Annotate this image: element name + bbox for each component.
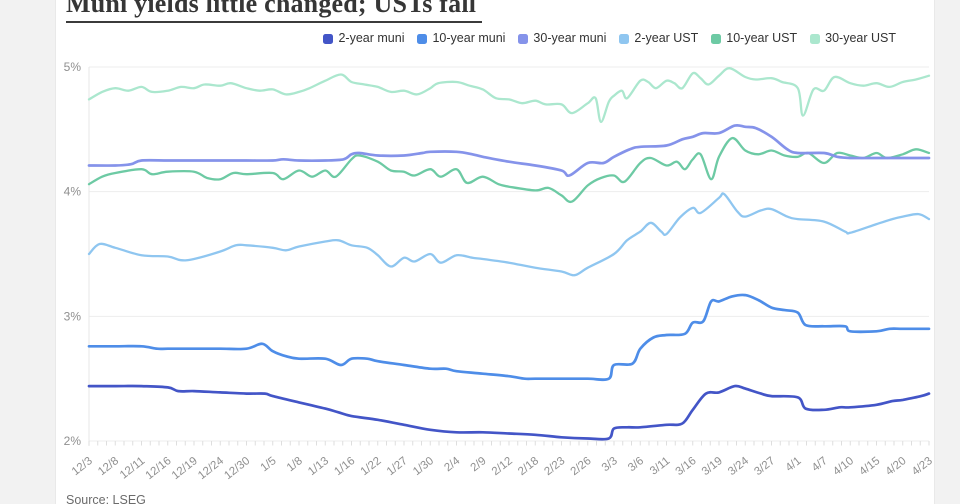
x-tick-label: 2/26: [569, 455, 594, 478]
x-tick-label: 2/4: [442, 455, 462, 475]
chart-legend: 2-year muni 10-year muni 30-year muni 2-yea…: [323, 31, 896, 45]
chart-title: Muni yields little changed; USTs fall: [66, 0, 483, 23]
x-tick-label: 12/19: [170, 455, 200, 482]
x-tick-label: 1/22: [359, 455, 384, 478]
x-tick-label: 12/24: [196, 455, 227, 483]
x-tick-label: 3/19: [700, 455, 725, 478]
legend-color-swatch: [323, 33, 334, 44]
legend-color-swatch: [711, 33, 722, 44]
x-tick-label: 1/13: [306, 455, 331, 478]
x-tick-label: 3/24: [726, 455, 752, 479]
x-tick-label: 2/18: [516, 455, 541, 478]
legend-item-30-year-muni: 30-year muni: [518, 31, 606, 45]
x-tick-label: 12/8: [96, 455, 121, 478]
legend-label: 30-year muni: [533, 31, 607, 45]
legend-color-swatch: [417, 33, 428, 44]
legend-label: 2-year muni: [338, 31, 405, 45]
series-line-2-year-muni: [87, 384, 931, 441]
y-tick-label: 4%: [64, 185, 82, 199]
x-tick-label: 12/16: [144, 455, 174, 482]
legend-item-2-year-muni: 2-year muni: [323, 31, 404, 45]
x-tick-label: 3/16: [674, 455, 699, 478]
legend-label: 10-year UST: [726, 31, 798, 45]
x-tick-label: 3/6: [626, 455, 646, 474]
x-tick-label: 3/27: [752, 455, 777, 478]
x-tick-label: 4/15: [857, 455, 882, 478]
series-line-10-year-ust: [87, 136, 931, 204]
series-line-2-year-ust: [87, 192, 931, 277]
legend-item-10-year-muni: 10-year muni: [417, 31, 505, 45]
x-tick-label: 12/30: [222, 455, 252, 482]
x-tick-label: 1/30: [411, 455, 436, 478]
source-note: Source: LSEG: [66, 493, 146, 504]
series-line-30-year-muni: [87, 123, 931, 178]
x-tick-label: 1/16: [332, 455, 357, 478]
x-tick-label: 2/23: [542, 455, 567, 478]
legend-color-swatch: [518, 33, 529, 44]
x-tick-label: 1/8: [285, 455, 305, 474]
legend-item-2-year-ust: 2-year UST: [619, 31, 698, 45]
x-tick-label: 4/7: [810, 455, 830, 474]
x-tick-label: 4/10: [831, 455, 856, 478]
legend-label: 2-year UST: [634, 31, 699, 45]
x-tick-label: 1/5: [259, 455, 279, 474]
x-tick-label: 4/23: [910, 455, 935, 478]
legend-label: 10-year muni: [432, 31, 506, 45]
x-tick-label: 12/3: [70, 455, 95, 478]
y-tick-label: 2%: [64, 434, 82, 448]
series-line-10-year-muni: [87, 293, 931, 382]
x-tick-label: 12/11: [118, 455, 147, 482]
y-tick-label: 5%: [64, 60, 82, 74]
x-tick-label: 3/3: [600, 455, 620, 474]
series-line-30-year-ust: [87, 67, 931, 124]
legend-color-swatch: [810, 33, 821, 44]
y-tick-label: 3%: [64, 309, 82, 323]
x-tick-label: 4/20: [884, 455, 909, 478]
yield-line-chart: 5% 4% 3% 2% 12/3 12/812/1112/1612/1912/2412/3…: [64, 60, 935, 483]
legend-label: 30-year UST: [825, 31, 896, 45]
x-tick-label: 1/27: [385, 455, 410, 478]
x-tick-label: 3/11: [648, 455, 672, 478]
legend-item-30-year-ust: 30-year UST: [810, 31, 896, 45]
chart-card: Muni yields little changed; USTs fall 2-…: [55, 0, 935, 504]
x-tick-label: 2/9: [469, 455, 489, 474]
legend-item-10-year-ust: 10-year UST: [711, 31, 797, 45]
legend-color-swatch: [619, 33, 630, 44]
x-tick-label: 2/12: [490, 455, 515, 478]
x-tick-label: 4/1: [784, 455, 804, 474]
